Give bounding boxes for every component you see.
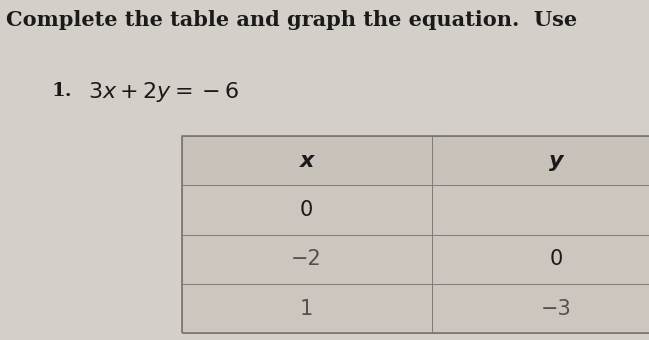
Text: 1.: 1. (52, 82, 73, 100)
FancyBboxPatch shape (182, 185, 432, 235)
FancyBboxPatch shape (432, 235, 649, 284)
FancyBboxPatch shape (432, 136, 649, 185)
Text: −2: −2 (291, 249, 322, 269)
Text: 0: 0 (550, 249, 563, 269)
Text: −3: −3 (541, 299, 572, 319)
Text: $3x + 2y = -6$: $3x + 2y = -6$ (88, 80, 239, 104)
FancyBboxPatch shape (432, 185, 649, 235)
FancyBboxPatch shape (432, 284, 649, 333)
FancyBboxPatch shape (182, 136, 432, 185)
FancyBboxPatch shape (182, 235, 432, 284)
Text: 1: 1 (300, 299, 313, 319)
Text: x: x (299, 151, 314, 171)
FancyBboxPatch shape (182, 284, 432, 333)
Text: y: y (549, 151, 564, 171)
Text: 0: 0 (300, 200, 313, 220)
Text: Complete the table and graph the equation.  Use: Complete the table and graph the equatio… (6, 10, 578, 30)
